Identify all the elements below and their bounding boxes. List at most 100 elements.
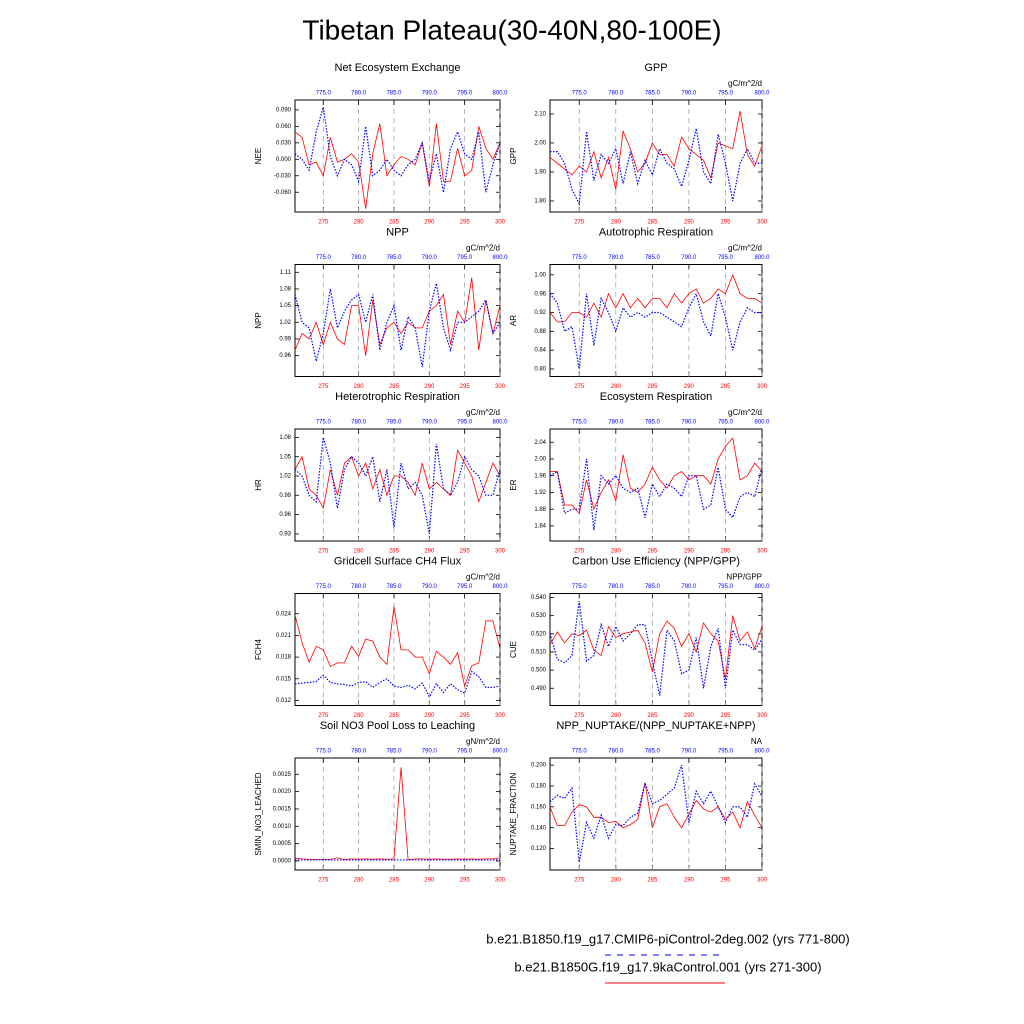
x2-tick-label: 790.0: [681, 420, 697, 426]
x2-tick-label: 800.0: [492, 91, 508, 97]
series-line: [549, 764, 763, 863]
x-tick-label: 295: [720, 549, 731, 555]
x2-tick-label: 800.0: [492, 584, 508, 590]
y-tick-label: 0.018: [276, 655, 292, 661]
x-tick-label: 280: [611, 384, 622, 390]
x2-tick-label: 795.0: [457, 420, 473, 426]
x2-tick-label: 800.0: [754, 584, 770, 590]
panel-title: Soil NO3 Pool Loss to Leaching: [320, 720, 475, 732]
x-tick-label: 290: [684, 220, 695, 226]
series-line: [294, 606, 501, 688]
x2-tick-label: 775.0: [572, 91, 588, 97]
x-tick-label: 290: [684, 878, 695, 884]
y-tick-label: 2.04: [534, 440, 546, 446]
x2-tick-label: 790.0: [681, 584, 697, 590]
x2-tick-label: 785.0: [386, 91, 402, 97]
x-tick-label: 300: [495, 384, 506, 390]
y-axis-label: NUPTAKE_FRACTION: [509, 773, 518, 856]
y-tick-label: 0.0015: [273, 807, 292, 813]
x-tick-label: 280: [354, 878, 365, 884]
y-tick-label: -0.030: [274, 173, 292, 179]
x-tick-label: 290: [684, 549, 695, 555]
series-line: [294, 437, 501, 535]
y-tick-label: 0.520: [531, 631, 547, 637]
y-axis-label: AR: [509, 315, 518, 326]
x2-tick-label: 780.0: [608, 91, 624, 97]
x2-tick-label: 800.0: [754, 420, 770, 426]
x-tick-label: 285: [389, 878, 400, 884]
x-tick-label: 285: [647, 220, 658, 226]
panel-title: Ecosystem Respiration: [600, 391, 713, 403]
y-tick-label: 1.02: [279, 474, 291, 480]
x-tick-label: 300: [757, 384, 768, 390]
legend-label: b.e21.B1850.f19_g17.CMIP6-piControl-2deg…: [486, 931, 850, 946]
y-axis-label: HR: [254, 479, 263, 491]
series-line: [294, 277, 501, 356]
y-axis-label: GPP: [509, 148, 518, 165]
figure-title: Tibetan Plateau(30-40N,80-100E): [302, 14, 721, 45]
y-tick-label: 0.160: [531, 804, 547, 810]
x2-tick-label: 775.0: [316, 420, 332, 426]
series-line: [549, 292, 762, 370]
x2-tick-label: 790.0: [681, 91, 697, 97]
x2-tick-label: 780.0: [608, 749, 624, 755]
y-tick-label: 0.490: [531, 686, 547, 692]
x-tick-label: 275: [574, 549, 585, 555]
y-tick-label: 0.96: [279, 353, 291, 359]
x2-tick-label: 785.0: [386, 584, 402, 590]
y-tick-label: 1.92: [534, 490, 546, 496]
x2-tick-label: 795.0: [457, 255, 473, 261]
panel-title: Net Ecosystem Exchange: [335, 62, 461, 74]
y-tick-label: 0.96: [279, 512, 291, 518]
x-tick-label: 280: [354, 713, 365, 719]
series-line: [550, 128, 762, 206]
y-tick-label: 0.540: [531, 595, 547, 601]
x2-tick-label: 800.0: [492, 420, 508, 426]
units-label: gN/m^2/d: [466, 737, 500, 746]
x-tick-label: 275: [574, 878, 585, 884]
series-line: [549, 601, 763, 696]
x-tick-label: 285: [647, 549, 658, 555]
y-tick-label: 1.88: [534, 507, 546, 513]
y-tick-label: 0.021: [276, 633, 292, 639]
x2-tick-label: 780.0: [351, 91, 367, 97]
y-tick-label: 0.84: [534, 348, 546, 354]
x-tick-label: 300: [495, 878, 506, 884]
x2-tick-label: 795.0: [718, 255, 734, 261]
y-tick-label: 2.00: [534, 457, 546, 463]
panel-title: Carbon Use Efficiency (NPP/GPP): [572, 555, 740, 567]
plot-frame: [294, 99, 501, 213]
x2-tick-label: 785.0: [386, 420, 402, 426]
y-tick-label: 1.11: [280, 270, 292, 276]
y-tick-label: 0.0020: [273, 789, 292, 795]
x-tick-label: 290: [424, 878, 435, 884]
x2-tick-label: 780.0: [608, 255, 624, 261]
x2-tick-label: 780.0: [608, 420, 624, 426]
x2-tick-label: 785.0: [645, 91, 661, 97]
y-tick-label: 1.02: [279, 320, 291, 326]
plot-frame: [549, 428, 763, 542]
x2-tick-label: 785.0: [386, 255, 402, 261]
x-tick-label: 275: [318, 549, 329, 555]
y-tick-label: -0.060: [274, 190, 292, 196]
y-tick-label: 2.10: [534, 112, 546, 118]
x-tick-label: 300: [495, 713, 506, 719]
panel-title: Autotrophic Respiration: [599, 226, 713, 238]
y-tick-label: 1.80: [534, 199, 546, 205]
x-tick-label: 295: [720, 878, 731, 884]
x-tick-label: 280: [611, 220, 622, 226]
y-tick-label: 0.012: [276, 698, 292, 704]
y-tick-label: 0.99: [279, 493, 291, 499]
x2-tick-label: 775.0: [316, 584, 332, 590]
series-line: [549, 273, 763, 323]
x-tick-label: 295: [460, 549, 471, 555]
series-line: [549, 110, 763, 190]
y-tick-label: 0.0010: [273, 824, 292, 830]
panel-title: GPP: [644, 62, 667, 74]
x2-tick-label: 775.0: [572, 255, 588, 261]
y-tick-label: 0.88: [534, 329, 546, 335]
y-tick-label: 0.0025: [273, 772, 292, 778]
x-tick-label: 295: [460, 878, 471, 884]
series-line: [294, 767, 501, 861]
plot-frame: [294, 593, 501, 706]
